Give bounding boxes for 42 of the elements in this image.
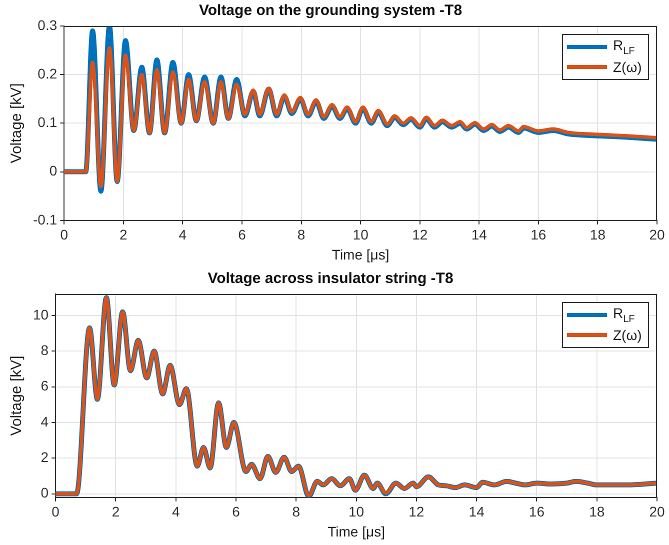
y-axis-title: Voltage [kV] xyxy=(8,83,26,164)
x-tick-label: 12 xyxy=(412,226,428,243)
x-tick-label: 14 xyxy=(471,226,488,243)
y-tick-label: 0.3 xyxy=(38,16,58,33)
x-tick-label: 8 xyxy=(292,504,300,520)
y-axis-title: Voltage [kV] xyxy=(8,356,26,436)
x-tick-label: 4 xyxy=(178,226,187,243)
x-tick-label: 0 xyxy=(60,226,68,243)
x-axis-title: Time [μs] xyxy=(328,523,385,540)
y-tick-label: 2 xyxy=(40,449,49,466)
x-tick-label: 18 xyxy=(590,226,606,243)
x-tick-label: 20 xyxy=(649,504,665,520)
y-tick-label: 10 xyxy=(32,306,49,322)
x-axis-title: Time [μs] xyxy=(332,246,390,262)
legend-label: Z(ω) xyxy=(613,59,642,75)
x-tick-label: 16 xyxy=(528,504,545,520)
legend-label: R$_{LF}$ xyxy=(613,37,635,57)
x-tick-label: 6 xyxy=(232,504,240,520)
y-tick-label: 0 xyxy=(49,162,58,179)
x-tick-label: 18 xyxy=(589,504,605,520)
x-tick-label: 8 xyxy=(297,226,306,243)
x-tick-label: 4 xyxy=(172,504,180,520)
x-tick-label: 20 xyxy=(649,226,665,243)
y-tick-label: 8 xyxy=(40,342,49,358)
x-tick-label: 12 xyxy=(408,504,424,520)
y-tick-label: -0.1 xyxy=(33,211,58,228)
x-tick-label: 2 xyxy=(112,504,120,520)
x-tick-label: 10 xyxy=(352,226,369,243)
y-tick-label: 4 xyxy=(40,413,49,430)
x-tick-label: 10 xyxy=(348,504,364,520)
y-tick-label: 0.1 xyxy=(38,114,58,130)
chart-title: Voltage across insulator string -T8 xyxy=(208,270,454,288)
x-tick-label: 6 xyxy=(238,226,246,243)
chart-title: Voltage on the grounding system -T8 xyxy=(198,2,462,20)
legend-label: Z(ω) xyxy=(613,327,642,343)
y-tick-label: 6 xyxy=(40,378,49,394)
x-tick-label: 2 xyxy=(120,226,128,243)
x-tick-label: 16 xyxy=(530,226,546,243)
y-tick-label: 0 xyxy=(40,484,49,501)
y-tick-label: 0.2 xyxy=(38,65,58,82)
legend-label: R$_{LF}$ xyxy=(613,305,635,325)
x-tick-label: 14 xyxy=(468,504,485,520)
